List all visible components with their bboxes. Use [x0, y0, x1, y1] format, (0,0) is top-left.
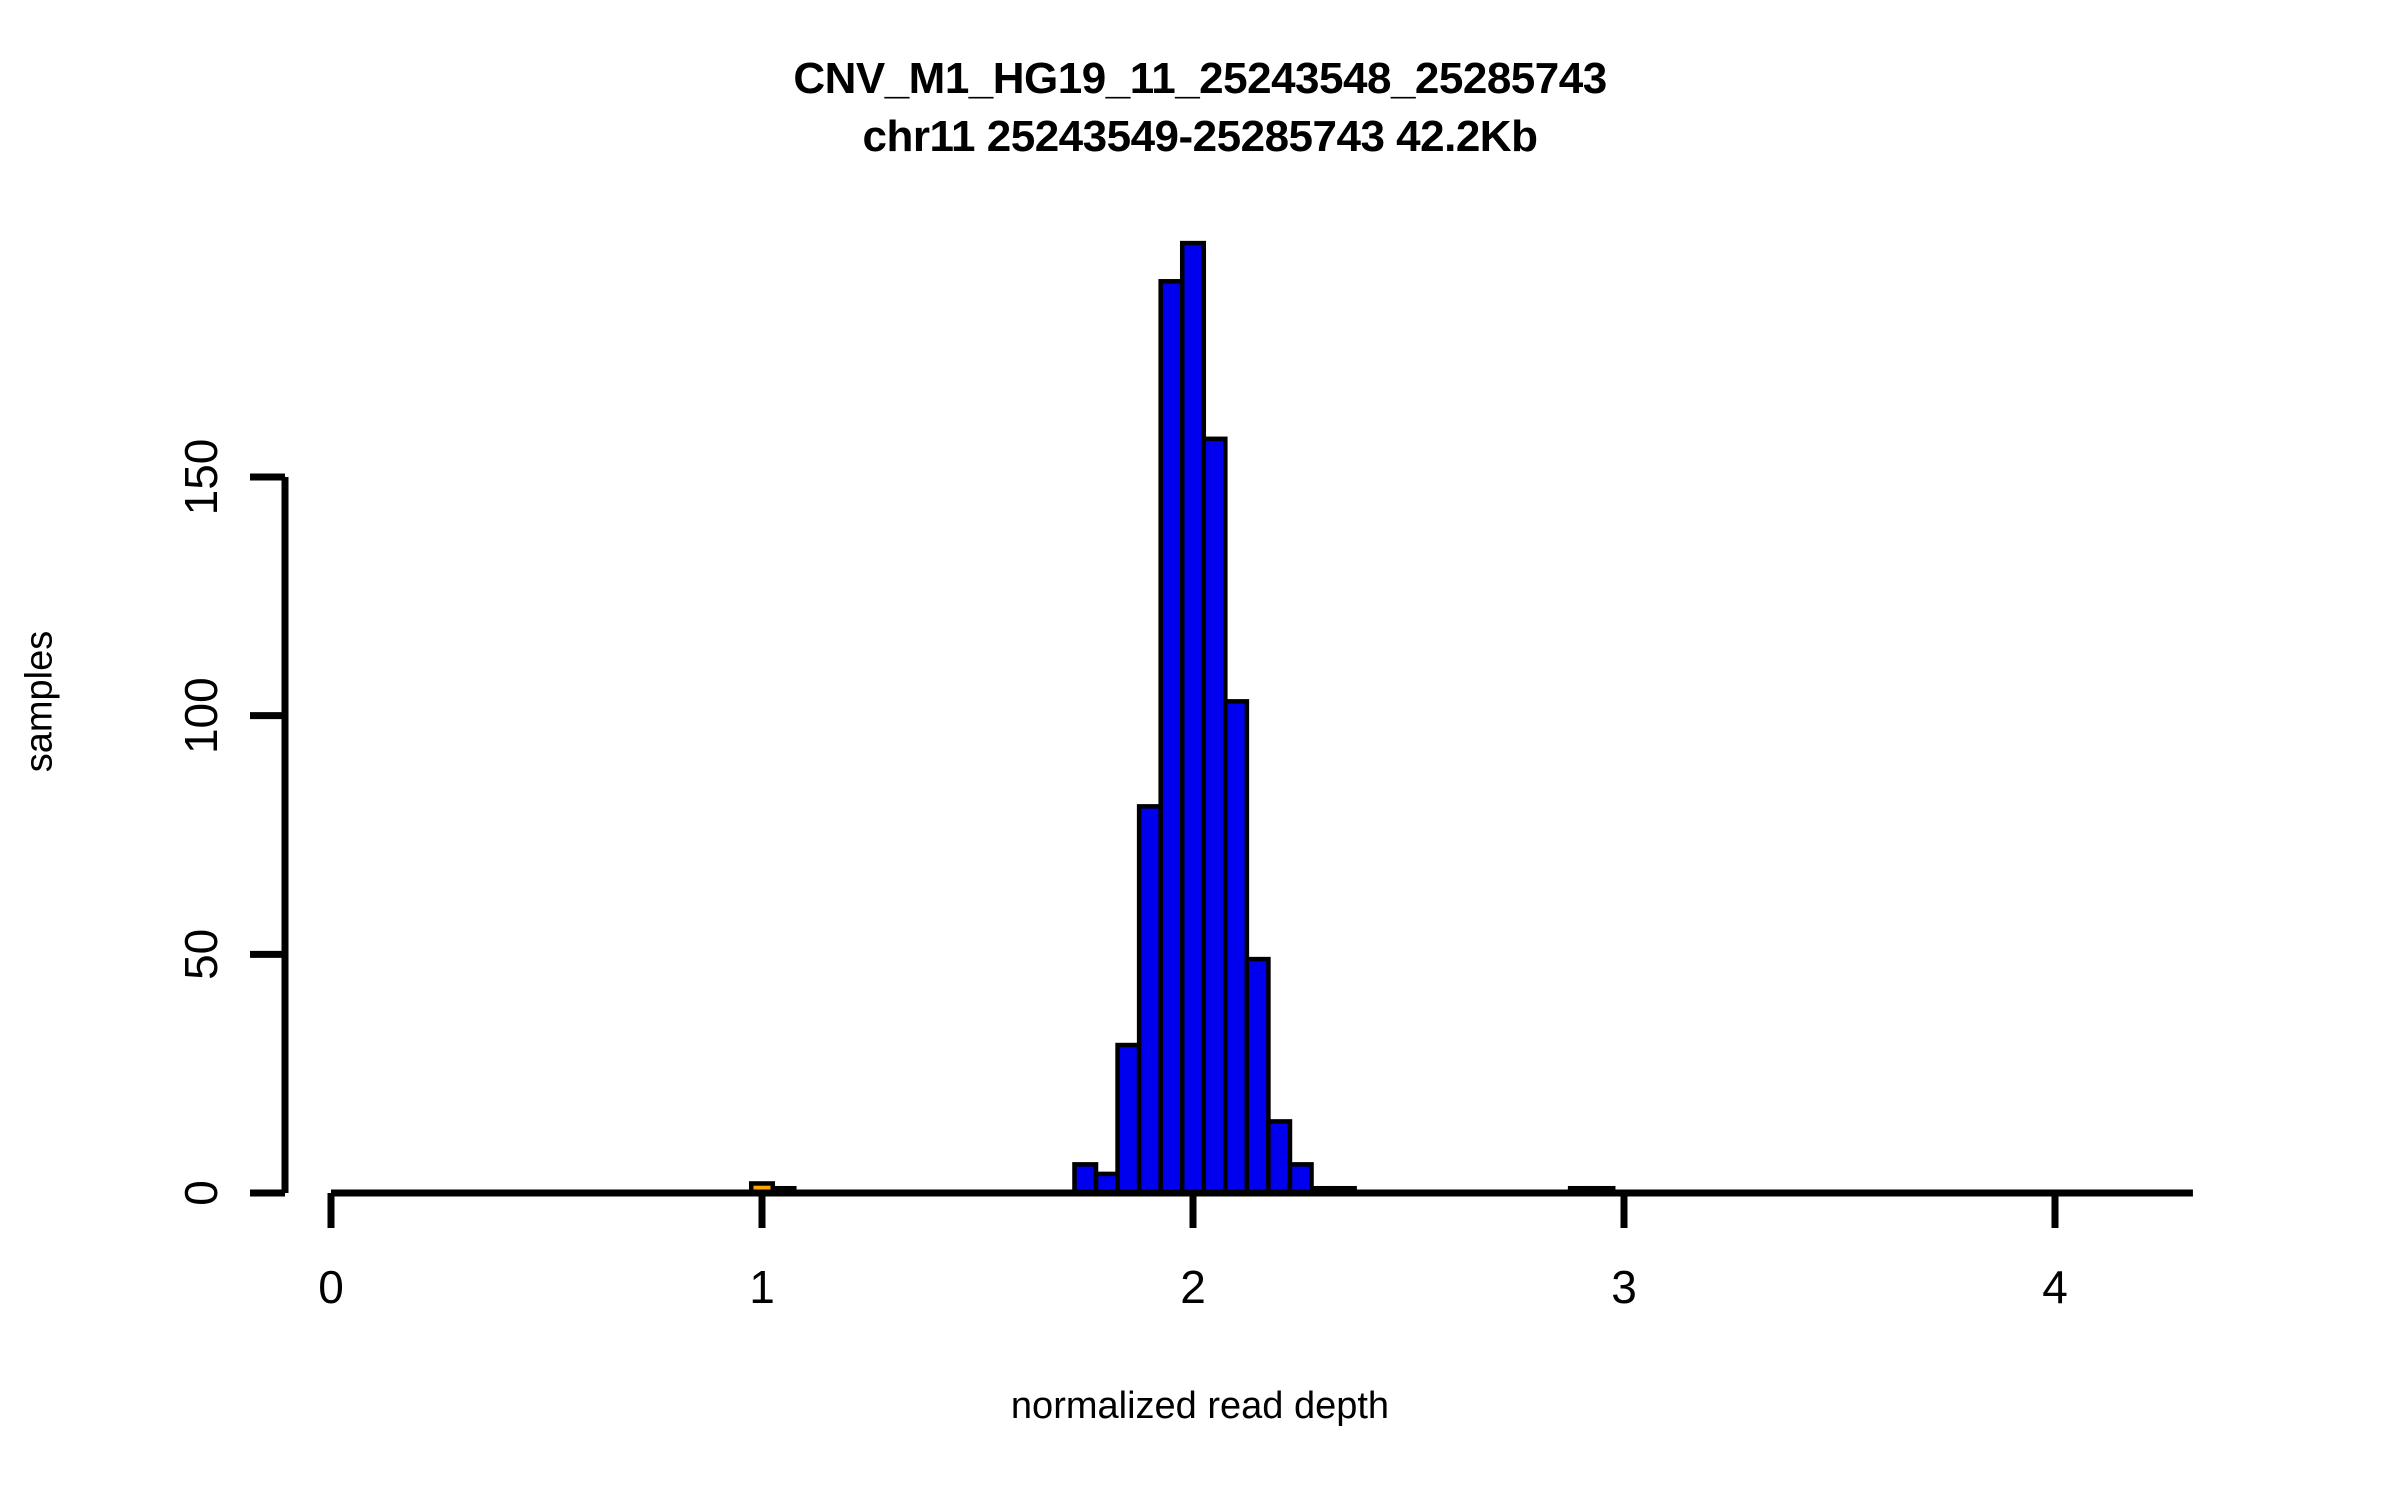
y-tick-label: 0 — [175, 1180, 227, 1206]
x-tick-label: 3 — [1611, 1261, 1637, 1313]
histogram-bar — [1136, 804, 1163, 1196]
chart-title-line-2: chr11 25243549-25285743 42.2Kb — [862, 112, 1538, 161]
histogram-bar — [1115, 1042, 1142, 1196]
x-tick-label: 4 — [2042, 1261, 2068, 1313]
y-tick-label: 100 — [175, 677, 227, 754]
x-tick-label: 1 — [749, 1261, 775, 1313]
y-axis-title: samples — [18, 630, 61, 773]
histogram-bar — [1266, 1119, 1293, 1196]
y-tick-label: 50 — [175, 929, 227, 980]
histogram-bar — [1072, 1162, 1099, 1196]
histogram-bar — [1158, 279, 1185, 1196]
y-tick-label: 150 — [175, 439, 227, 516]
histogram-bar — [1179, 240, 1207, 1196]
x-tick-label: 0 — [318, 1261, 344, 1313]
x-axis-title: normalized read depth — [1010, 1385, 1390, 1427]
tick-labels-layer: 0 1 2 3 4 0 50 100 150 — [175, 439, 2068, 1313]
histogram-bar — [1223, 699, 1250, 1196]
bars-layer — [748, 240, 1616, 1196]
chart-title: CNV_M1_HG19_11_25243548_25285743 chr11 2… — [0, 50, 2400, 166]
histogram-bar — [1244, 956, 1271, 1196]
histogram-bar — [1201, 436, 1228, 1196]
x-tick-label: 2 — [1180, 1261, 1206, 1313]
chart-title-line-1: CNV_M1_HG19_11_25243548_25285743 — [793, 54, 1607, 103]
histogram-bar — [1287, 1162, 1314, 1196]
axes-layer — [250, 473, 2193, 1228]
